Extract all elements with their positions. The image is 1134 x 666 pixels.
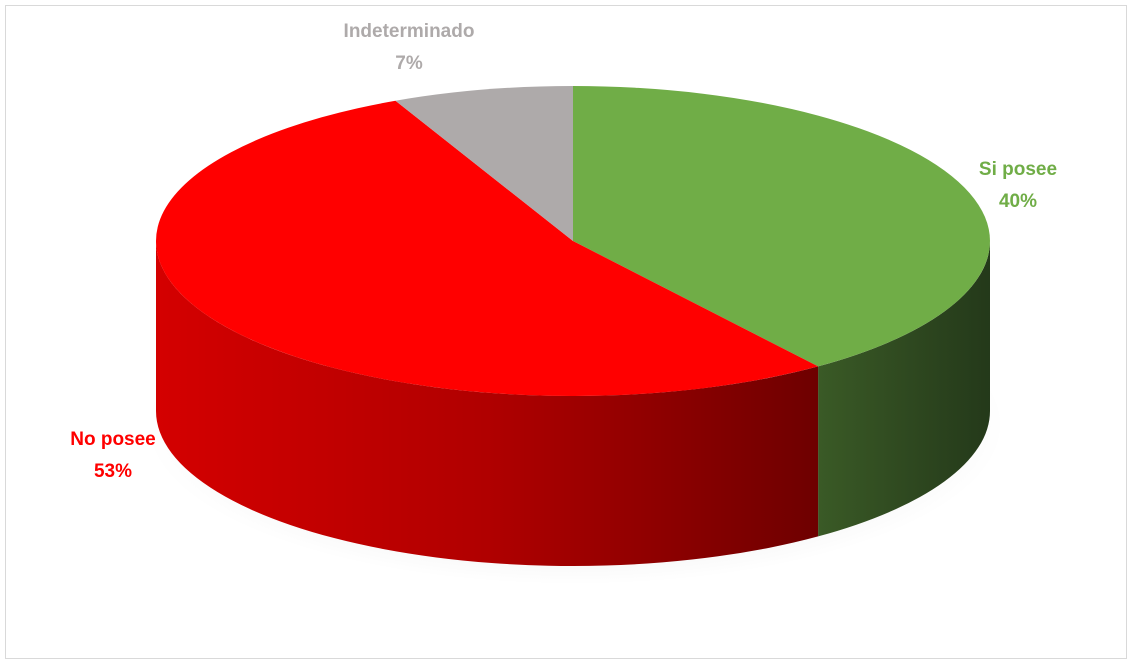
pie-slice-side-no-posee: [155, 241, 819, 567]
pie-slice-side-si-posee: [818, 241, 990, 537]
pie-slice-no-posee: [156, 100, 819, 396]
data-label-value-indeterminado: 7%: [395, 53, 423, 74]
data-label-name-no-posee: No posee: [70, 429, 156, 450]
pie-slice-indeterminado: [395, 86, 573, 241]
data-label-value-no-posee: 53%: [94, 461, 132, 482]
data-label-name-indeterminado: Indeterminado: [344, 21, 475, 42]
data-label-value-si-posee: 40%: [999, 191, 1037, 212]
pie-slice-si-posee: [573, 86, 991, 367]
data-label-name-si-posee: Si posee: [979, 159, 1057, 180]
